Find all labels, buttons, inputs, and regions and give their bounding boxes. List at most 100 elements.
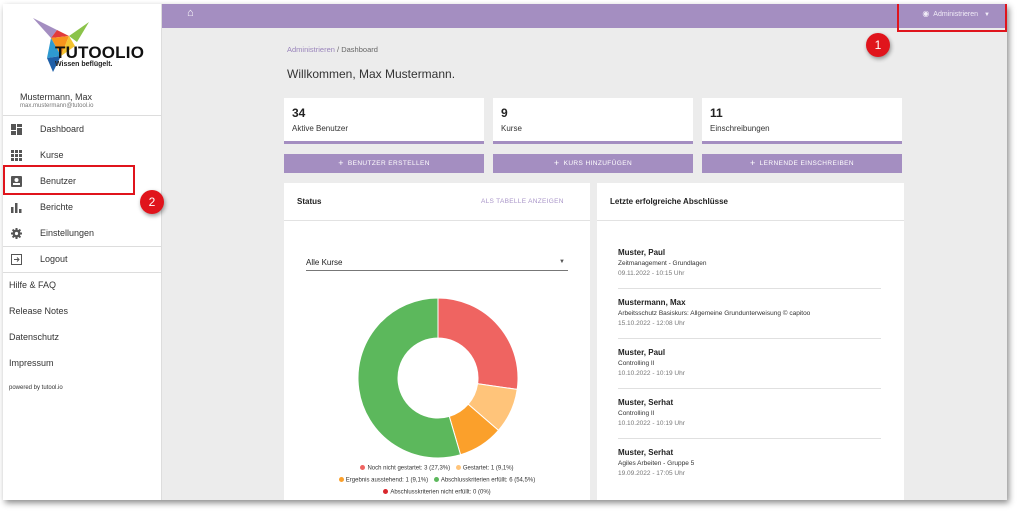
list-item[interactable]: Muster, Paul Zeitmanagement - Grundlagen… <box>618 248 881 298</box>
sidebar-item-label: Dashboard <box>40 124 85 134</box>
legend-swatch <box>383 489 389 494</box>
divider <box>618 288 881 289</box>
legend-item: Abschlusskriterien erfüllt: 6 (54,5%) <box>433 477 536 484</box>
breadcrumb-separator: / <box>337 45 340 54</box>
divider <box>618 438 881 439</box>
top-bar: ⌂ ◉ Administrieren ▼ <box>162 4 1007 28</box>
sidebar-item-berichte[interactable]: Berichte <box>3 195 162 221</box>
admin-menu-button[interactable]: ◉ Administrieren ▼ <box>922 9 990 18</box>
highlight-benutzer <box>3 165 135 195</box>
stat-value: 9 <box>501 106 508 120</box>
user-card-icon <box>11 176 22 187</box>
grid-icon <box>11 150 22 161</box>
annotation-badge-2: 2 <box>140 190 164 214</box>
sidebar-item-benutzer[interactable]: Benutzer <box>3 169 162 195</box>
legend-label: Abschlusskriterien nicht erfüllt: 0 (0%) <box>390 489 491 496</box>
list-item[interactable]: Muster, Serhat Agiles Arbeiten - Gruppe … <box>618 448 881 498</box>
chevron-down-icon: ▼ <box>559 259 565 265</box>
divider <box>3 246 162 247</box>
course-select[interactable]: Alle Kurse ▼ <box>306 255 568 271</box>
donut-slice-abschlusskriterien-erfüllt[interactable] <box>357 297 462 459</box>
completion-date: 15.10.2022 - 12:08 Uhr <box>618 320 685 327</box>
enroll-learners-button[interactable]: + LERNENDE EINSCHREIBEN <box>702 154 902 173</box>
create-user-button[interactable]: + BENUTZER ERSTELLEN <box>284 154 484 173</box>
add-course-button[interactable]: + KURS HINZUFÜGEN <box>493 154 693 173</box>
gear-icon <box>11 228 22 239</box>
sidebar-item-einstellungen[interactable]: Einstellungen <box>3 221 162 247</box>
annotation-badge-1: 1 <box>866 33 890 57</box>
stat-card-courses: 9 Kurse <box>493 98 693 144</box>
legend-label: Gestartet: 1 (9,1%) <box>462 465 514 472</box>
legend-item: Ergebnis ausstehend: 1 (9,1%) <box>338 477 429 484</box>
legend-label: Abschlusskriterien erfüllt: 6 (54,5%) <box>440 477 536 484</box>
stat-label: Aktive Benutzer <box>292 124 349 133</box>
show-as-table-link[interactable]: ALS TABELLE ANZEIGEN <box>481 198 564 205</box>
link-imprint[interactable]: Impressum <box>9 358 54 368</box>
breadcrumb-root[interactable]: Administrieren <box>287 45 335 54</box>
list-item[interactable]: Muster, Serhat Controlling II 10.10.2022… <box>618 398 881 448</box>
logo-icon <box>33 18 89 72</box>
divider <box>597 220 904 221</box>
completion-date: 19.09.2022 - 17:05 Uhr <box>618 470 685 477</box>
legend-swatch <box>433 477 439 482</box>
learner-name: Mustermann, Max <box>618 298 686 307</box>
divider <box>618 388 881 389</box>
sidebar-item-label: Einstellungen <box>40 228 95 238</box>
course-name: Arbeitsschutz Basiskurs: Allgemeine Grun… <box>618 310 811 317</box>
plus-icon: + <box>338 158 344 168</box>
learner-name: Muster, Serhat <box>618 448 674 457</box>
button-label: KURS HINZUFÜGEN <box>563 160 633 167</box>
eye-icon: ◉ <box>922 9 930 18</box>
link-privacy[interactable]: Datenschutz <box>9 332 60 342</box>
link-help-faq[interactable]: Hilfe & FAQ <box>9 280 57 290</box>
status-donut-chart <box>357 297 519 459</box>
legend-label: Noch nicht gestartet: 3 (27,3%) <box>367 465 451 472</box>
divider <box>3 272 162 273</box>
sidebar-item-label: Benutzer <box>40 176 77 186</box>
learner-name: Muster, Paul <box>618 348 666 357</box>
status-card: Status ALS TABELLE ANZEIGEN Alle Kurse ▼… <box>284 183 590 500</box>
course-name: Controlling II <box>618 360 655 367</box>
list-item[interactable]: Mustermann, Max Arbeitsschutz Basiskurs:… <box>618 298 881 348</box>
legend-swatch <box>338 477 344 482</box>
legend-swatch <box>455 465 461 470</box>
logout-icon <box>11 254 22 265</box>
breadcrumb: Administrieren / Dashboard <box>287 45 378 54</box>
learner-name: Muster, Serhat <box>618 398 674 407</box>
completion-date: 10.10.2022 - 10:19 Uhr <box>618 420 685 427</box>
divider <box>284 220 590 221</box>
breadcrumb-current: Dashboard <box>341 45 378 54</box>
course-name: Zeitmanagement - Grundlagen <box>618 260 707 267</box>
list-item[interactable]: Muster, Paul Controlling II 10.10.2022 -… <box>618 348 881 398</box>
completions-card: Letzte erfolgreiche Abschlüsse Muster, P… <box>597 183 904 500</box>
stat-value: 11 <box>710 106 723 120</box>
logo-text: TUTOOLIO <box>55 43 145 62</box>
sidebar-item-kurse[interactable]: Kurse <box>3 143 162 169</box>
sidebar-item-label: Kurse <box>40 150 64 160</box>
sidebar-item-logout[interactable]: Logout <box>3 247 162 273</box>
plus-icon: + <box>749 158 756 168</box>
course-name: Agiles Arbeiten - Gruppe 5 <box>618 460 695 467</box>
logo-tagline: Wissen beflügelt. <box>55 61 113 68</box>
sidebar-item-dashboard[interactable]: Dashboard <box>3 117 162 143</box>
stat-card-active-users: 34 Aktive Benutzer <box>284 98 484 144</box>
plus-icon: + <box>553 158 560 168</box>
chart-legend: Abschlusskriterien nicht erfüllt: 0 (0%) <box>284 489 590 496</box>
completion-date: 09.11.2022 - 10:15 Uhr <box>618 270 685 277</box>
chart-legend: Ergebnis ausstehend: 1 (9,1%) Abschlussk… <box>284 477 590 484</box>
learner-name: Muster, Paul <box>618 248 666 257</box>
admin-label: Administrieren <box>933 11 979 18</box>
completion-date: 10.10.2022 - 10:19 Uhr <box>618 370 685 377</box>
chevron-down-icon: ▼ <box>984 12 990 18</box>
sidebar-item-label: Logout <box>40 254 68 264</box>
link-release-notes[interactable]: Release Notes <box>9 306 69 316</box>
divider <box>618 338 881 339</box>
legend-item: Noch nicht gestartet: 3 (27,3%) <box>360 465 450 472</box>
legend-item: Gestartet: 1 (9,1%) <box>455 465 514 472</box>
legend-label: Ergebnis ausstehend: 1 (9,1%) <box>345 477 429 484</box>
legend-swatch <box>360 465 366 470</box>
home-icon[interactable]: ⌂ <box>187 7 194 19</box>
stat-card-enrollments: 11 Einschreibungen <box>702 98 902 144</box>
donut-slice-noch-nicht-gestartet[interactable] <box>437 297 519 390</box>
stat-label: Kurse <box>501 124 522 133</box>
